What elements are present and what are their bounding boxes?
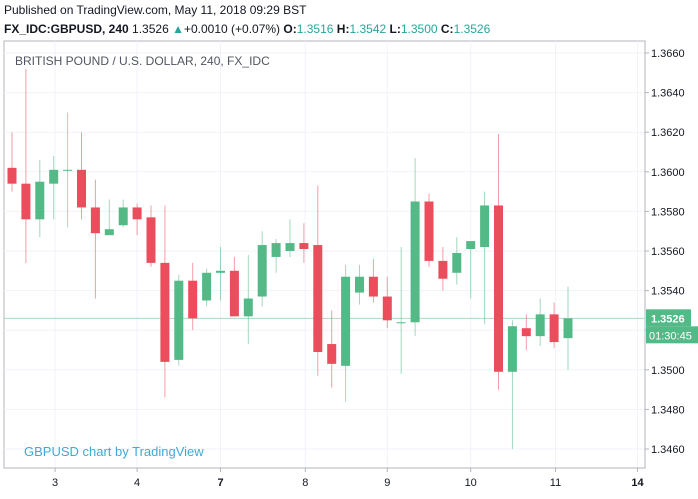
high-value: 1.3542: [349, 22, 387, 36]
price-tick-label: 1.3620: [651, 127, 685, 139]
price-tick-label: 1.3540: [651, 286, 685, 298]
candle-body: [21, 183, 31, 220]
candle-body: [77, 169, 86, 208]
candle-body: [452, 252, 462, 273]
high-label: H:: [336, 22, 350, 36]
candle-body: [146, 217, 156, 263]
time-tick-label: 9: [384, 477, 390, 489]
candle-body: [174, 280, 184, 360]
price-tick-label: 1.3560: [651, 246, 685, 258]
candle-body: [410, 201, 420, 323]
time-tick-label: 3: [52, 477, 58, 489]
candle-body: [35, 181, 45, 220]
candle-body: [216, 270, 225, 273]
candle-body: [202, 272, 212, 301]
low-label: L:: [389, 22, 401, 36]
time-tick-label: 14: [631, 477, 644, 489]
tradingview-watermark[interactable]: GBPUSD chart by TradingView: [24, 444, 204, 459]
candle-body: [507, 326, 517, 372]
candle-body: [90, 207, 100, 234]
symbol-info-line: FX_IDC:GBPUSD, 240 1.3526 ▲+0.0010 (+0.0…: [4, 22, 490, 36]
countdown-tag: [646, 326, 698, 344]
candle-body: [7, 167, 17, 184]
candle-body: [229, 270, 239, 317]
candle-body: [549, 314, 559, 343]
time-tick-label: 11: [550, 477, 561, 489]
price-tick-label: 1.3640: [651, 88, 685, 100]
candle-body: [368, 276, 378, 297]
candle-body: [118, 207, 128, 226]
price-change: +0.0010 (+0.07%): [183, 22, 281, 36]
current-price-tag: [646, 309, 691, 327]
close-label: C:: [440, 22, 454, 36]
candle-body: [160, 262, 170, 362]
time-tick-label: 4: [134, 477, 140, 489]
time-tick-label: 10: [465, 477, 477, 489]
price-tick-label: 1.3500: [651, 365, 685, 377]
price-tick-label: 1.3580: [651, 206, 685, 218]
close-value: 1.3526: [453, 22, 491, 36]
candle-body: [243, 298, 253, 317]
price-tick-label: 1.3660: [651, 48, 685, 60]
symbol-name: FX_IDC:GBPUSD, 240: [4, 22, 129, 36]
candle-body: [285, 243, 295, 251]
current-price-label: 1.3526: [651, 313, 685, 325]
open-label: O:: [283, 22, 297, 36]
candle-body: [424, 201, 434, 261]
price-tick-label: 1.3480: [651, 404, 685, 416]
plot-area: [3, 40, 646, 469]
price-tick-label: 1.3600: [651, 167, 685, 179]
candle-body: [341, 276, 351, 366]
candle-body: [494, 205, 503, 372]
candle-body: [355, 276, 364, 293]
candle-body: [313, 245, 323, 352]
candle-body: [535, 314, 545, 337]
published-line: Published on TradingView.com, May 11, 20…: [4, 3, 307, 17]
candle-body: [63, 169, 73, 171]
last-price: 1.3526: [132, 22, 169, 36]
countdown-label: 01:30:45: [649, 330, 692, 342]
candle-body: [299, 243, 309, 250]
candle-body: [466, 241, 476, 250]
candle-body: [438, 260, 448, 279]
candle-body: [257, 245, 267, 297]
up-arrow-icon: ▲: [172, 22, 184, 36]
candle-body: [49, 169, 59, 184]
candle-body: [480, 205, 490, 248]
candle-body: [188, 280, 198, 319]
candle-body: [327, 344, 337, 364]
price-tick-label: 1.3460: [651, 444, 685, 456]
chart-legend-title: BRITISH POUND / U.S. DOLLAR, 240, FX_IDC: [15, 54, 270, 68]
candle-body: [271, 243, 281, 257]
candle-body: [104, 229, 114, 236]
candle-body: [396, 322, 406, 324]
open-value: 1.3516: [296, 22, 334, 36]
candle-body: [563, 318, 573, 339]
time-tick-label: 7: [217, 477, 223, 489]
candle-body: [382, 296, 392, 321]
candle-body: [521, 328, 531, 337]
time-tick-label: 8: [302, 477, 308, 489]
low-value: 1.3500: [400, 22, 438, 36]
candle-body: [132, 207, 142, 220]
